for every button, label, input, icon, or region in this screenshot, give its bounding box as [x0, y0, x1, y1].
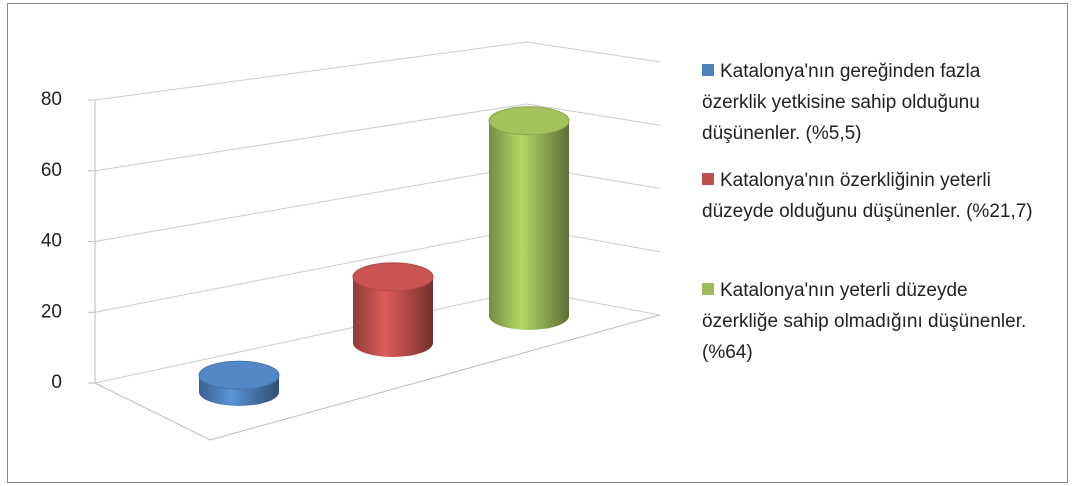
floor-edge [94, 314, 661, 441]
legend-entry: Katalonya'nın özerkliğinin yeterli düzey… [702, 165, 1042, 227]
y-tick-label: 0 [51, 372, 62, 393]
legend-swatch [702, 173, 714, 185]
legend-swatch [702, 283, 714, 295]
bar [489, 120, 569, 330]
y-tick-label: 60 [41, 160, 62, 181]
grid-line [94, 41, 661, 101]
legend-label: Katalonya'nın özerkliğinin yeterli düzey… [702, 170, 1033, 222]
bar-top [352, 262, 434, 292]
legend-label: Katalonya'nın yeterli düzeyde özerkliğe … [702, 280, 1027, 363]
y-tick-label: 20 [41, 301, 62, 322]
bar-top [198, 360, 280, 390]
bar [353, 276, 433, 357]
y-tick-label: 80 [41, 89, 62, 110]
legend-label: Katalonya'nın gereğinden fazla özerklik … [702, 61, 981, 144]
legend-swatch [702, 64, 714, 76]
y-tick-label: 40 [41, 231, 62, 252]
legend-entry: Katalonya'nın gereğinden fazla özerklik … [702, 56, 1042, 149]
legend-entry: Katalonya'nın yeterli düzeyde özerkliğe … [702, 275, 1042, 368]
grid-line [94, 103, 661, 172]
bar-top [488, 106, 570, 136]
